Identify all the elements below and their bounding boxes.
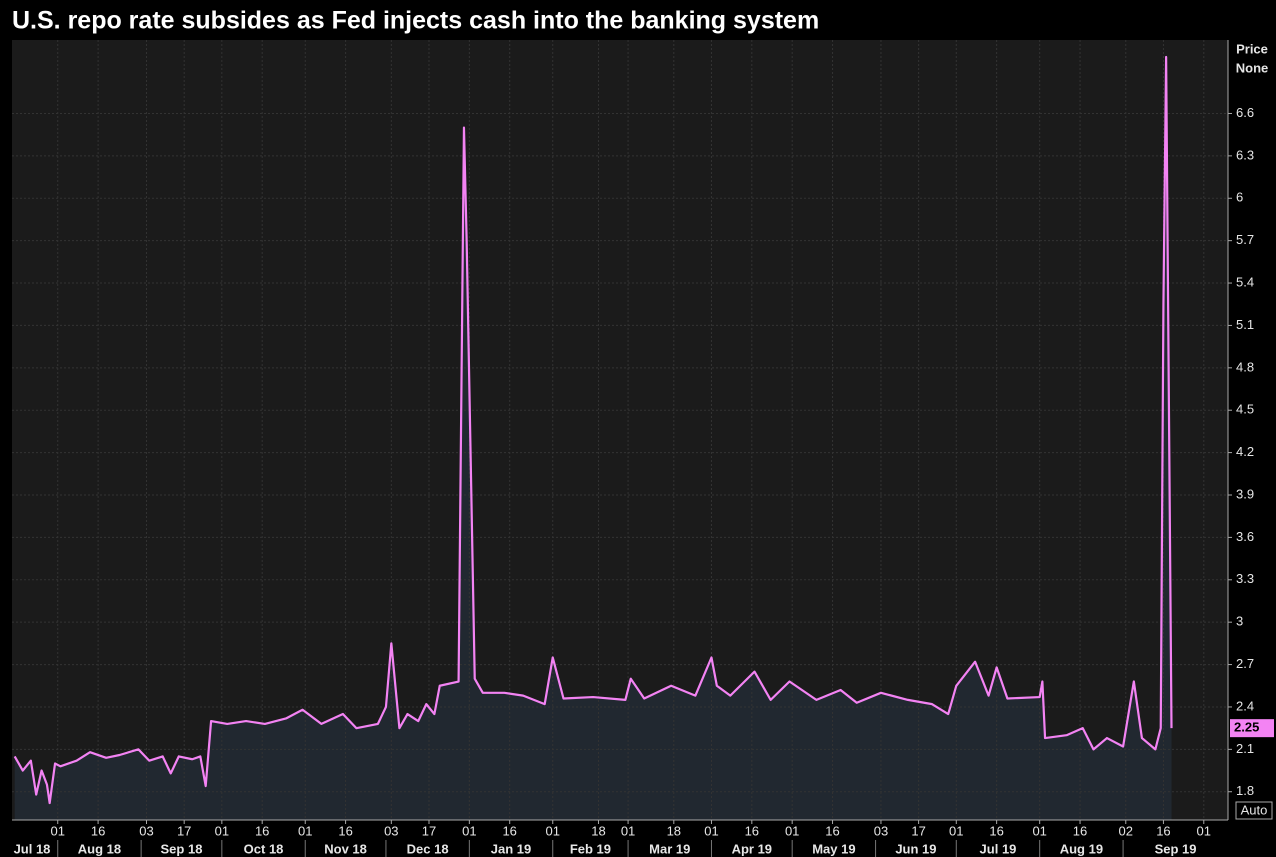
x-tick-label: 01 — [51, 823, 65, 838]
month-label: May 19 — [812, 841, 855, 856]
scale-mode[interactable]: Auto — [1241, 802, 1268, 817]
x-tick-label: 16 — [745, 823, 759, 838]
y-tick-label: 3.3 — [1236, 571, 1254, 586]
x-tick-label: 03 — [139, 823, 153, 838]
x-tick-label: 18 — [667, 823, 681, 838]
x-tick-label: 18 — [591, 823, 605, 838]
month-label: Jun 19 — [895, 841, 936, 856]
y-tick-label: 3.6 — [1236, 529, 1254, 544]
x-tick-label: 16 — [825, 823, 839, 838]
x-tick-label: 17 — [911, 823, 925, 838]
x-tick-label: 16 — [502, 823, 516, 838]
x-tick-label: 17 — [422, 823, 436, 838]
y-tick-label: 6.6 — [1236, 105, 1254, 120]
y-tick-label: 3.9 — [1236, 486, 1254, 501]
y-tick-label: 2.7 — [1236, 656, 1254, 671]
month-label: Aug 19 — [1060, 841, 1103, 856]
x-tick-label: 16 — [255, 823, 269, 838]
x-tick-label: 01 — [1197, 823, 1211, 838]
month-label: Jul 18 — [14, 841, 51, 856]
month-label: Apr 19 — [732, 841, 772, 856]
y-tick-label: 1.8 — [1236, 783, 1254, 798]
x-tick-label: 17 — [177, 823, 191, 838]
chart-title: U.S. repo rate subsides as Fed injects c… — [12, 7, 819, 35]
y-tick-label: 4.5 — [1236, 402, 1254, 417]
y-tick-label: 4.8 — [1236, 359, 1254, 374]
month-label: Jul 19 — [980, 841, 1017, 856]
x-tick-label: 01 — [1032, 823, 1046, 838]
axis-header: Price — [1236, 41, 1268, 56]
plot-area — [12, 40, 1228, 820]
x-tick-label: 16 — [989, 823, 1003, 838]
month-label: Sep 19 — [1155, 841, 1197, 856]
x-tick-label: 01 — [704, 823, 718, 838]
month-label: Mar 19 — [649, 841, 690, 856]
scale-mode-box[interactable] — [1235, 801, 1273, 820]
month-label: Feb 19 — [570, 841, 611, 856]
x-tick-label: 16 — [338, 823, 352, 838]
line-area — [14, 56, 1172, 820]
y-tick-label: 4.2 — [1236, 444, 1254, 459]
x-tick-label: 01 — [462, 823, 476, 838]
x-tick-label: 01 — [621, 823, 635, 838]
last-value-label: 2.25 — [1234, 720, 1259, 735]
y-tick-label: 3 — [1236, 614, 1243, 629]
x-tick-label: 01 — [546, 823, 560, 838]
x-tick-label: 16 — [1156, 823, 1170, 838]
x-tick-label: 03 — [384, 823, 398, 838]
x-tick-label: 02 — [1119, 823, 1133, 838]
month-label: Nov 18 — [324, 841, 367, 856]
axis-header: None — [1236, 60, 1269, 75]
y-tick-label: 6 — [1236, 190, 1243, 205]
x-tick-label: 16 — [1073, 823, 1087, 838]
month-label: Dec 18 — [407, 841, 449, 856]
month-label: Sep 18 — [161, 841, 203, 856]
month-label: Aug 18 — [78, 841, 121, 856]
x-tick-label: 03 — [874, 823, 888, 838]
last-value-tag — [1230, 719, 1274, 738]
x-tick-label: 16 — [91, 823, 105, 838]
y-tick-label: 2.1 — [1236, 741, 1254, 756]
y-tick-label: 5.7 — [1236, 232, 1254, 247]
x-tick-label: 01 — [949, 823, 963, 838]
month-label: Oct 18 — [244, 841, 284, 856]
x-tick-label: 01 — [215, 823, 229, 838]
y-tick-label: 5.1 — [1236, 317, 1254, 332]
x-tick-label: 01 — [785, 823, 799, 838]
x-tick-label: 01 — [298, 823, 312, 838]
y-tick-label: 2.4 — [1236, 698, 1254, 713]
line — [13, 55, 1173, 805]
y-tick-label: 6.3 — [1236, 147, 1254, 162]
y-tick-label: 5.4 — [1236, 274, 1254, 289]
month-label: Jan 19 — [491, 841, 531, 856]
